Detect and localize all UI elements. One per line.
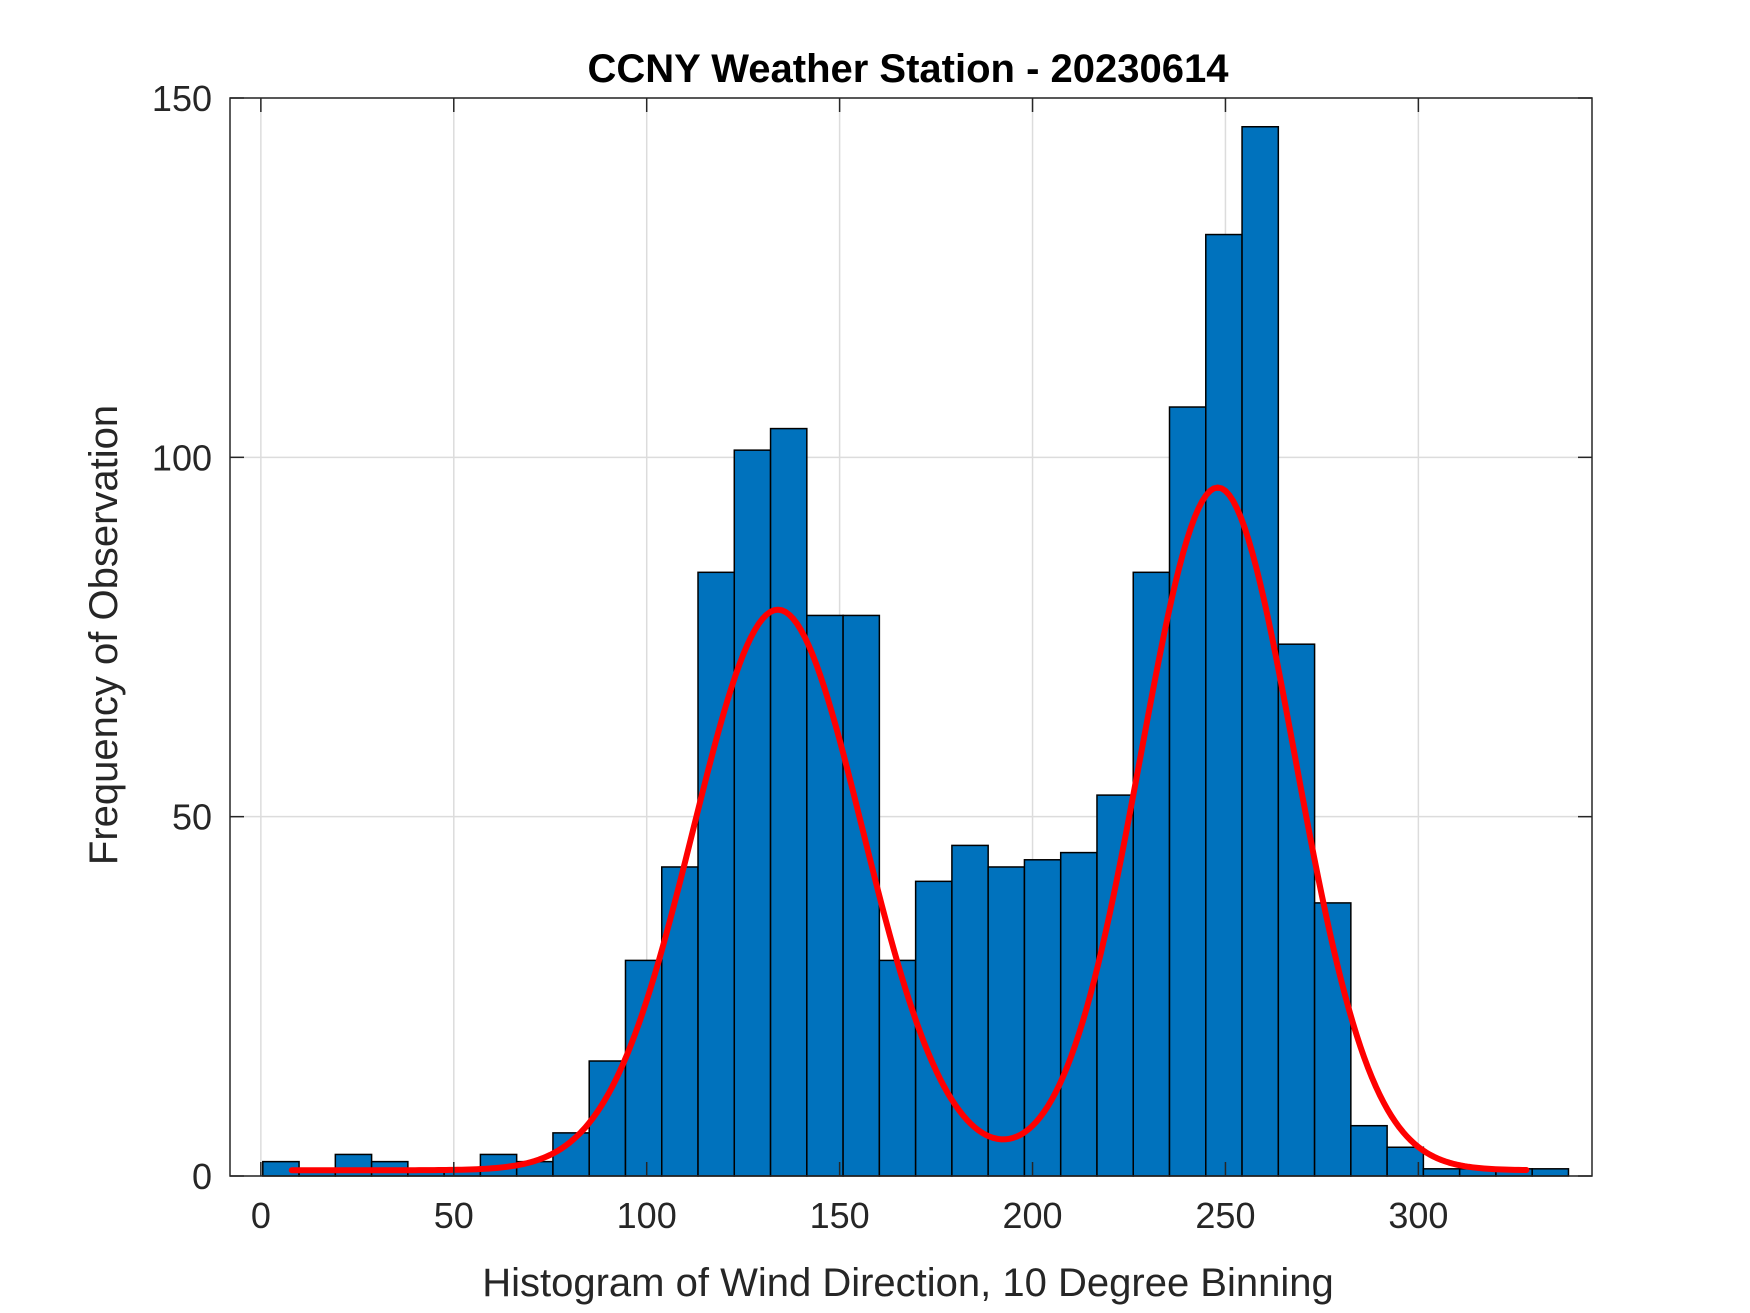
histogram-bar — [1531, 1168, 1570, 1177]
y-tick-labels: 0 50 100 150 — [152, 78, 212, 1197]
histogram-bar — [987, 866, 1026, 1177]
x-tick-labels: 0 50 100 150 200 250 300 — [251, 1195, 1449, 1236]
histogram-bar — [1350, 1124, 1388, 1177]
tick-marks — [230, 97, 1592, 1177]
fit-curve-layer — [288, 484, 1530, 1174]
histogram-bar — [1168, 406, 1207, 1177]
histogram-bar — [661, 866, 699, 1177]
histogram-bar — [1422, 1168, 1461, 1177]
x-axis-label: Histogram of Wind Direction, 10 Degree B… — [482, 1261, 1334, 1305]
y-tick-label: 0 — [192, 1156, 212, 1197]
y-axis-label: Frequency of Observation — [82, 405, 126, 865]
histogram-bar — [842, 614, 881, 1177]
y-tick-label: 100 — [152, 437, 212, 478]
x-tick-label: 200 — [1002, 1195, 1062, 1236]
x-tick-label: 100 — [617, 1195, 677, 1236]
x-tick-label: 0 — [251, 1195, 271, 1236]
histogram-bar — [697, 571, 736, 1177]
histogram-bar — [733, 449, 772, 1177]
histogram-bar — [1023, 859, 1062, 1177]
histogram-bar — [769, 427, 808, 1177]
histogram-bar — [1386, 1146, 1425, 1177]
axes-box — [229, 97, 1593, 1177]
histogram-bar — [1059, 851, 1098, 1177]
histogram-bar — [1205, 233, 1243, 1177]
y-tick-label: 50 — [172, 797, 212, 838]
x-tick-label: 250 — [1195, 1195, 1255, 1236]
histogram-bar — [624, 959, 663, 1177]
y-tick-label: 150 — [152, 78, 212, 119]
histogram-bar — [1277, 643, 1316, 1177]
x-tick-label: 150 — [810, 1195, 870, 1236]
histogram-bar — [1096, 794, 1134, 1177]
x-tick-label: 300 — [1388, 1195, 1448, 1236]
fit-curve — [288, 484, 1530, 1174]
histogram-bar — [1132, 571, 1171, 1177]
histogram-bar — [878, 959, 917, 1177]
chart-title: CCNY Weather Station - 20230614 — [588, 47, 1230, 91]
x-tick-label: 50 — [434, 1195, 474, 1236]
